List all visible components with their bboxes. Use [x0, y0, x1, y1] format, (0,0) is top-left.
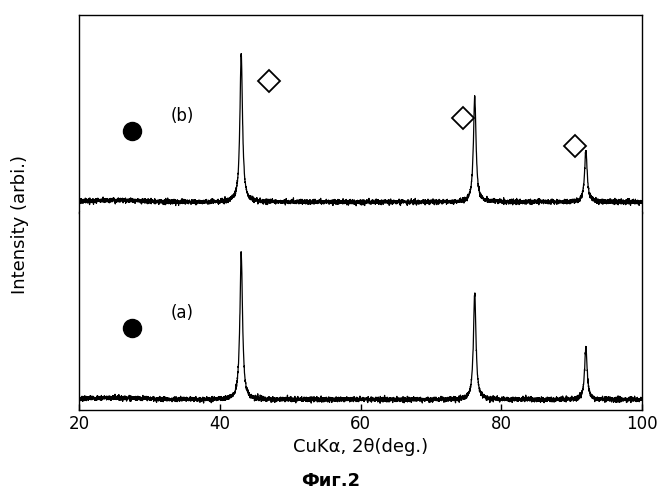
Text: (a): (a) — [171, 304, 194, 322]
Text: Intensity (arbi.): Intensity (arbi.) — [11, 156, 29, 294]
Text: Фиг.2: Фиг.2 — [301, 472, 361, 490]
X-axis label: CuKα, 2θ(deg.): CuKα, 2θ(deg.) — [293, 438, 428, 456]
Text: (b): (b) — [171, 106, 194, 124]
